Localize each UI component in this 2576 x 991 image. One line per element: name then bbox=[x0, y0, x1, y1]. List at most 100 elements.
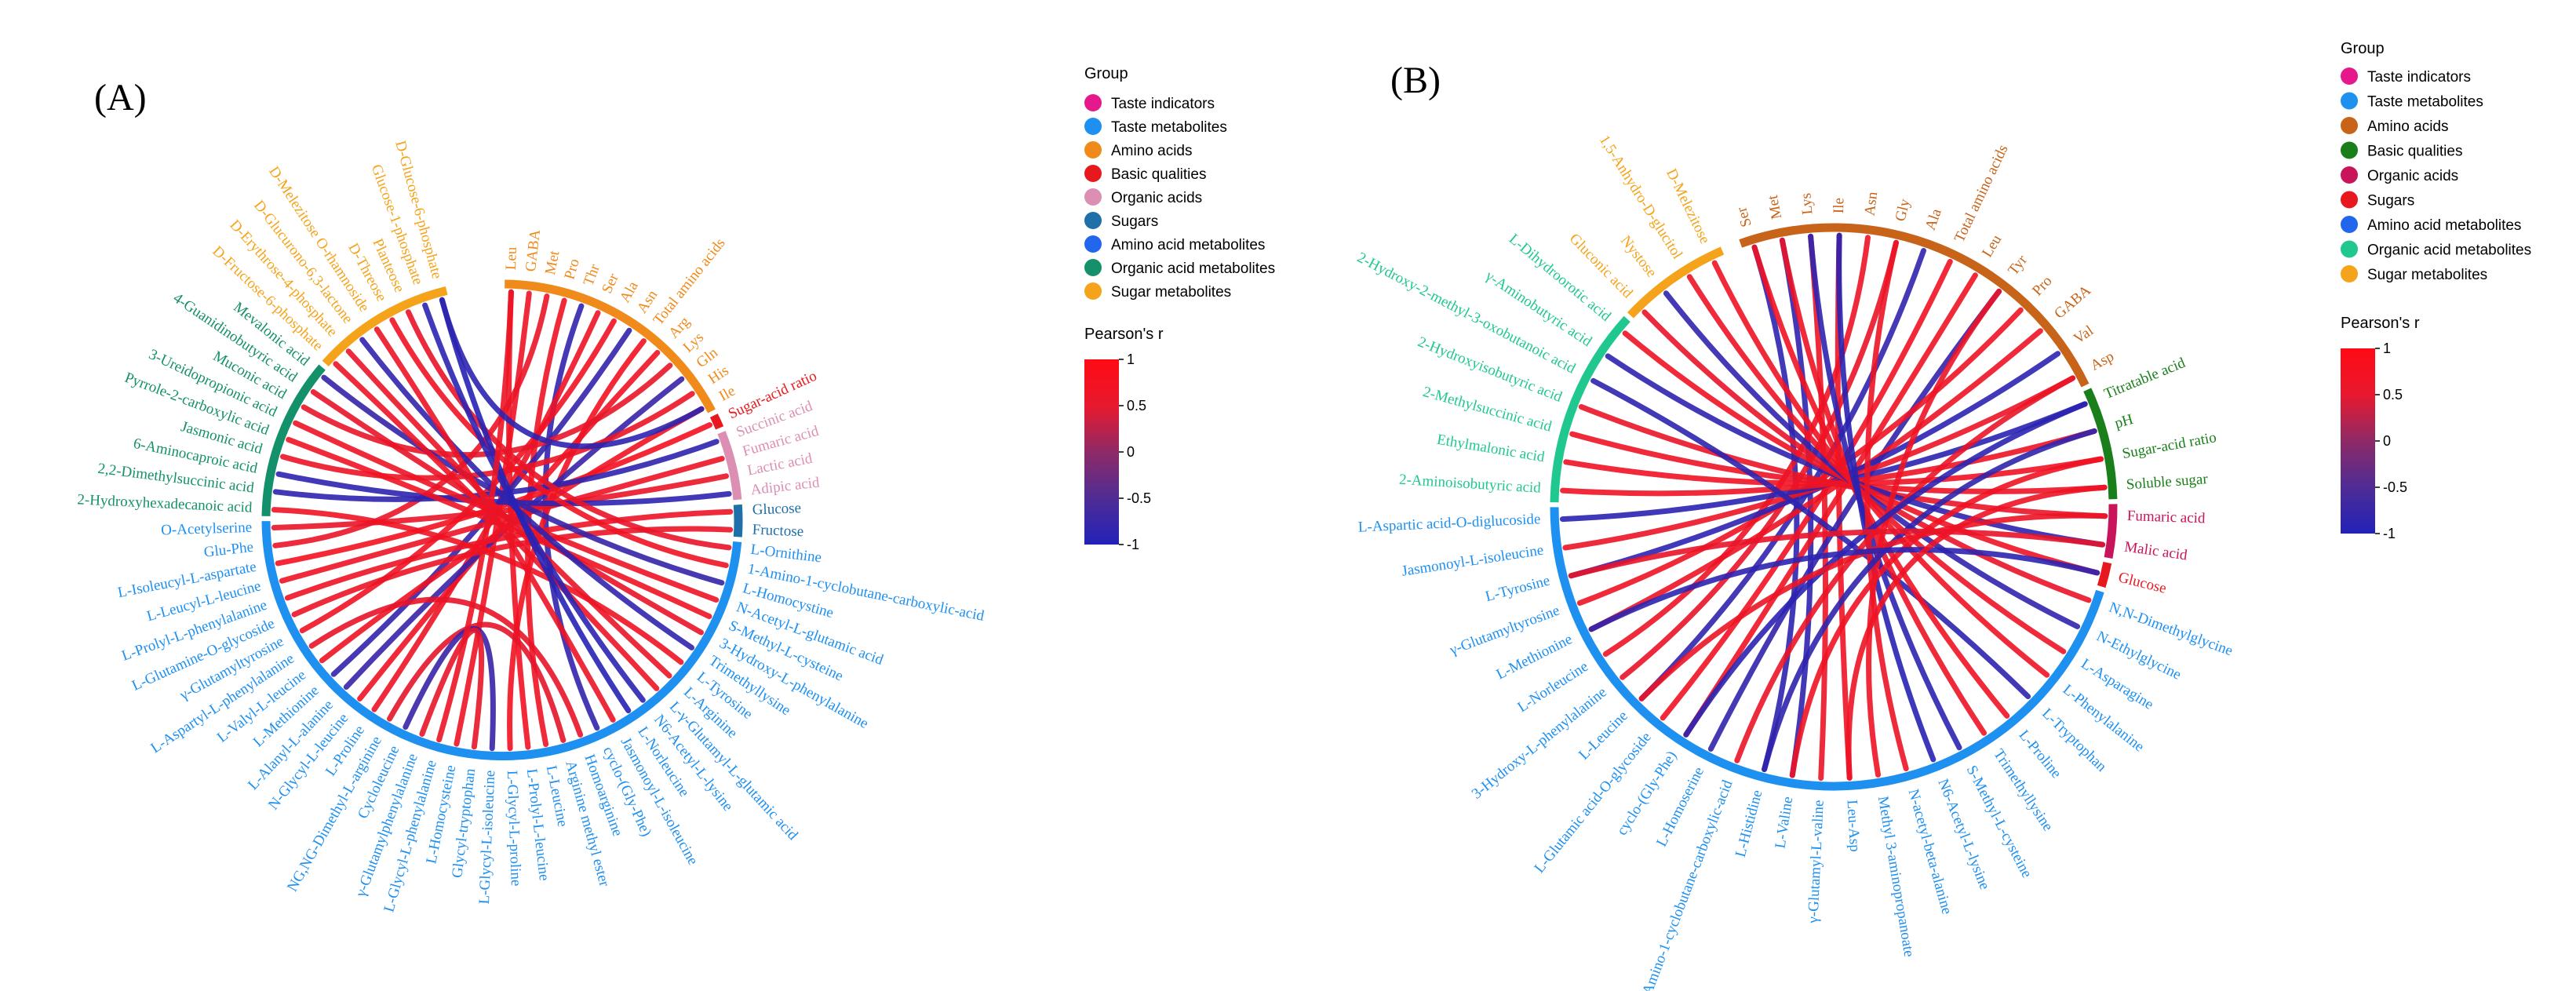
chord-link bbox=[389, 317, 729, 568]
legend-swatch bbox=[1084, 212, 1102, 229]
colorbar-b: Pearson's r 1 0.5 0 -0.5 -1 bbox=[2341, 315, 2420, 541]
axis-label: Total amino acids bbox=[1951, 142, 2012, 245]
axis-label: Ser bbox=[1733, 205, 1755, 229]
axis-label: Ala bbox=[1922, 206, 1945, 232]
legend-a: Group Taste indicators Taste metabolites A… bbox=[1084, 65, 1275, 552]
legend-label: Sugar metabolites bbox=[1111, 284, 1231, 301]
colorbar-tick-label: -0.5 bbox=[1127, 490, 1151, 506]
axis-label: Pro bbox=[2029, 273, 2055, 300]
chord-link bbox=[1683, 401, 2088, 738]
legend-label: Taste metabolites bbox=[2367, 94, 2483, 111]
axis-label: Fumaric acid bbox=[2126, 508, 2206, 526]
colorbar-tick-label: 1 bbox=[2383, 341, 2391, 356]
axis-label: Glu-Phe bbox=[203, 539, 254, 561]
legend-label: Organic acid metabolites bbox=[1111, 261, 1275, 277]
colorbar-b-ticks: 1 0.5 0 -0.5 -1 bbox=[2375, 341, 2407, 541]
axis-label: Leu bbox=[1979, 231, 2006, 261]
axis-label: Adipic acid bbox=[750, 474, 821, 498]
panel-b-tag: (B) bbox=[1390, 60, 1441, 101]
ring-segment bbox=[1627, 246, 1725, 319]
axis-label: 2-Aminoisobutyric acid bbox=[1398, 472, 1541, 497]
legend-label: Taste metabolites bbox=[1111, 119, 1227, 136]
axis-label: L-γ-Glutamyl-L-glutamic acid bbox=[666, 698, 801, 843]
chord-link bbox=[1836, 232, 1937, 763]
axis-label: Tyr bbox=[2005, 252, 2031, 279]
legend-swatch bbox=[2341, 67, 2358, 85]
axis-label: Met bbox=[1765, 193, 1786, 220]
chord-diagram-b: (B) Ser Met Lys Ile Asn Gly Ala Total amino aci… bbox=[1354, 60, 2235, 991]
chord-link bbox=[1789, 456, 2104, 778]
legend-swatch bbox=[2341, 166, 2358, 184]
chord-link bbox=[439, 297, 705, 450]
chord-ring-a bbox=[261, 279, 743, 761]
axis-label: Met bbox=[542, 249, 563, 276]
colorbar-tick-label: -0.5 bbox=[2383, 479, 2407, 495]
chord-ring-b bbox=[1550, 223, 2118, 791]
chord-link bbox=[1808, 233, 1829, 782]
legend-a-title: Group bbox=[1084, 65, 1128, 82]
axis-label: Val bbox=[2071, 322, 2097, 348]
axis-label: Leu bbox=[503, 246, 520, 271]
axis-label: Fructose bbox=[752, 522, 803, 541]
legend-swatch bbox=[1084, 165, 1102, 182]
legend-a-items: Taste indicators Taste metabolites Amino a… bbox=[1084, 94, 1275, 301]
legend-label: Amino acid metabolites bbox=[2367, 217, 2521, 234]
legend-b-title: Group bbox=[2341, 40, 2385, 57]
ring-segment bbox=[1550, 507, 2104, 791]
ring-segment bbox=[717, 431, 742, 501]
legend-swatch bbox=[1084, 118, 1102, 135]
chord-link bbox=[1845, 484, 2108, 781]
ring-segment bbox=[505, 279, 716, 414]
axis-label: Leu-Asp bbox=[1843, 800, 1863, 853]
axis-label: L-Proline bbox=[2015, 727, 2064, 782]
legend-swatch bbox=[1084, 235, 1102, 253]
chord-link bbox=[1590, 377, 2031, 700]
chord-link bbox=[1683, 272, 1978, 738]
colorbar-a: Pearson's r 1 0.5 0 -0.5 -1 bbox=[1084, 326, 1164, 552]
axis-label: Asp bbox=[2088, 348, 2117, 374]
axis-label: Glucose bbox=[2117, 569, 2169, 596]
axis-label: L-Dihydroorotic acid bbox=[1506, 231, 1614, 325]
chord-link bbox=[1707, 288, 2002, 752]
chord-link bbox=[1588, 547, 2101, 632]
legend-label: Amino acids bbox=[2367, 118, 2449, 135]
axis-label: Sugar-acid ratio bbox=[2121, 429, 2217, 462]
axis-label: Thr bbox=[581, 261, 603, 288]
legend-label: Amino acid metabolites bbox=[1111, 237, 1265, 253]
legend-swatch bbox=[1084, 141, 1102, 158]
axis-label: L-Valine bbox=[1772, 796, 1796, 850]
chord-links-a bbox=[271, 289, 734, 752]
legend-swatch bbox=[2341, 141, 2358, 159]
axis-label: Nystose bbox=[1617, 232, 1660, 280]
ring-segment bbox=[709, 414, 724, 430]
legend-b: Group Taste indicators Taste metabolites A… bbox=[2341, 40, 2531, 541]
axis-label: Ile bbox=[716, 383, 738, 405]
axis-label: Methyl 3-aminopropanoate bbox=[1875, 795, 1918, 958]
legend-label: Amino acids bbox=[1111, 143, 1193, 159]
axis-label: 2-Hydroxyhexadecanoic acid bbox=[77, 491, 253, 516]
legend-label: Sugars bbox=[1111, 213, 1158, 230]
chord-link bbox=[1638, 512, 2108, 701]
ring-segment bbox=[1550, 315, 1630, 503]
chord-link bbox=[373, 326, 616, 723]
ring-segment bbox=[2104, 504, 2118, 559]
legend-swatch bbox=[2341, 240, 2358, 258]
chord-link bbox=[1779, 237, 1814, 778]
chord-link bbox=[436, 289, 514, 743]
axis-label: γ-Glutamyl-L-valine bbox=[1805, 800, 1827, 924]
axis-label: Ethylmalonic acid bbox=[1436, 432, 1547, 466]
chord-link bbox=[1864, 239, 1909, 771]
colorbar-tick-label: 0 bbox=[1127, 444, 1135, 460]
chord-link bbox=[1588, 328, 2043, 632]
axis-label: L-Histidine bbox=[1733, 789, 1766, 859]
colorbar-a-ticks: 1 0.5 0 -0.5 -1 bbox=[1119, 352, 1151, 552]
chord-link bbox=[345, 348, 672, 679]
axis-label: GABA bbox=[2051, 282, 2094, 322]
chord-link bbox=[387, 621, 567, 743]
legend-swatch bbox=[2341, 92, 2358, 110]
legend-swatch bbox=[1084, 94, 1102, 111]
legend-swatch bbox=[2341, 117, 2358, 134]
legend-label: Taste indicators bbox=[1111, 96, 1215, 112]
chord-link bbox=[419, 627, 485, 750]
axis-label: pH bbox=[2113, 411, 2135, 432]
